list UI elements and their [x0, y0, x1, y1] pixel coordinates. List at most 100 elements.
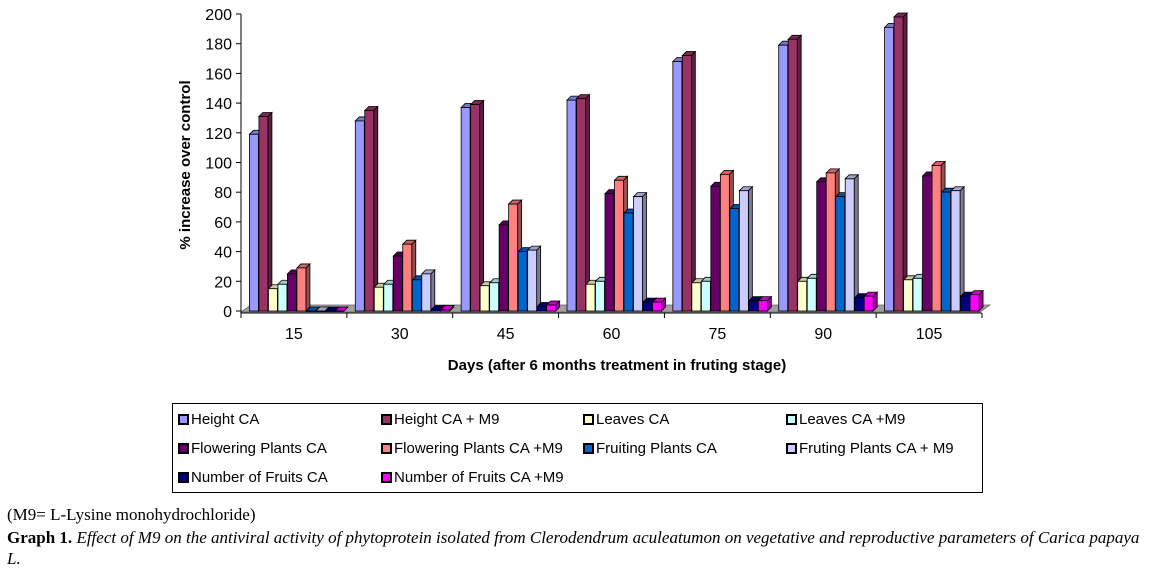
bar-front	[748, 300, 759, 312]
bars-group	[248, 12, 985, 312]
bar-front	[729, 208, 740, 312]
bar-front	[884, 26, 894, 312]
legend-item: Fruiting Plants CA	[583, 440, 717, 457]
bar-front	[816, 181, 827, 312]
bar-side	[536, 245, 542, 312]
bar-front	[941, 191, 951, 312]
x-tick-label: 15	[285, 326, 303, 343]
x-axis-title: Days (after 6 months treatment in frutin…	[448, 357, 786, 374]
bar	[950, 185, 966, 312]
legend-label: Fruiting Plants CA	[596, 440, 717, 457]
legend-label: Flowering Plants CA +M9	[394, 440, 563, 457]
x-tick-label: 60	[603, 326, 621, 343]
bar-front	[710, 185, 721, 312]
legend-item: Height CA + M9	[381, 411, 499, 428]
bar	[738, 185, 754, 312]
bar	[893, 12, 909, 312]
bar-front	[585, 283, 596, 312]
bar-front	[614, 179, 624, 312]
bar	[651, 297, 667, 312]
x-tick-label: 105	[916, 326, 943, 343]
bar-front	[854, 297, 865, 312]
caption-text: Effect of M9 on the antiviral activity o…	[7, 528, 1140, 568]
bar-front	[354, 120, 365, 312]
axes-group: 0 20 40 60 80 100 120 140 160 180 200 15 30 45 60 75 90 1…	[205, 7, 983, 343]
bar-front	[806, 277, 817, 312]
legend-item: Flowering Plants CA	[178, 440, 327, 457]
y-tick-label: 200	[205, 7, 232, 24]
y-tick-label: 120	[205, 126, 232, 143]
legend-label: Leaves CA	[596, 411, 670, 428]
bar	[469, 99, 485, 312]
bar-front	[797, 280, 808, 312]
x-tick-label: 30	[391, 326, 409, 343]
bar-front	[527, 249, 538, 312]
bar-front	[893, 16, 904, 312]
x-tick-label: 90	[814, 326, 832, 343]
bar	[757, 295, 773, 312]
legend-label: Number of Fruits CA +M9	[394, 469, 564, 486]
legend-item: Fruting Plants CA + M9	[786, 440, 954, 457]
bar-front	[825, 172, 836, 312]
bar-front	[325, 310, 335, 312]
legend-item: Number of Fruits CA	[178, 469, 328, 486]
bar-front	[334, 310, 345, 312]
bar-front	[623, 212, 634, 312]
bar-front	[672, 61, 683, 312]
y-tick-label: 140	[205, 96, 232, 113]
legend-swatch	[583, 414, 594, 425]
legend-label: Height CA + M9	[394, 411, 500, 428]
bar-front	[700, 280, 711, 312]
bar-side	[430, 268, 436, 312]
bar	[681, 50, 697, 312]
bar-front	[287, 273, 297, 312]
bar-front	[383, 283, 394, 312]
legend-swatch	[381, 443, 392, 454]
legend-item: Leaves CA	[583, 411, 669, 428]
bar-front	[517, 251, 528, 312]
legend-swatch	[381, 472, 392, 483]
legend-item: Number of Fruits CA +M9	[381, 469, 564, 486]
bar-front	[922, 175, 932, 312]
bar-front	[440, 309, 451, 312]
bar-front	[430, 309, 441, 312]
legend-swatch	[786, 443, 797, 454]
bar	[333, 306, 349, 312]
legend-swatch	[178, 472, 189, 483]
bar-side	[585, 93, 590, 312]
bar-side	[959, 185, 965, 312]
y-tick-label: 20	[214, 274, 232, 291]
bar-front	[844, 178, 855, 312]
bar-front	[960, 295, 970, 312]
legend-label: Number of Fruits CA	[191, 469, 328, 486]
legend-swatch	[178, 414, 189, 425]
bar-side	[796, 34, 802, 312]
footnote: (M9= L-Lysine monohydrochloride)	[7, 505, 256, 524]
bar	[545, 300, 561, 312]
bar-front	[566, 99, 577, 312]
y-axis-title: % increase over control	[177, 80, 194, 249]
bar-front	[738, 190, 749, 312]
bar	[575, 93, 591, 312]
bar	[526, 245, 542, 312]
bar-side	[479, 99, 485, 312]
bar-side	[747, 185, 753, 312]
bar-front	[931, 165, 942, 312]
bar-side	[690, 50, 696, 312]
y-tick-label: 40	[214, 245, 232, 262]
bar-front	[402, 243, 413, 312]
bar-front	[268, 288, 278, 312]
legend-label: Leaves CA +M9	[799, 411, 906, 428]
bar-side	[853, 173, 859, 312]
bar-front	[863, 295, 874, 312]
bar-front	[536, 306, 547, 312]
bar-front	[364, 110, 375, 312]
bar-front	[835, 196, 846, 312]
legend-swatch	[178, 443, 189, 454]
x-tick-label: 75	[708, 326, 726, 343]
bar-side	[267, 111, 273, 312]
bar-front	[912, 277, 923, 312]
y-tick-label: 0	[223, 304, 232, 321]
bar	[439, 304, 455, 312]
bar-front	[950, 190, 961, 312]
